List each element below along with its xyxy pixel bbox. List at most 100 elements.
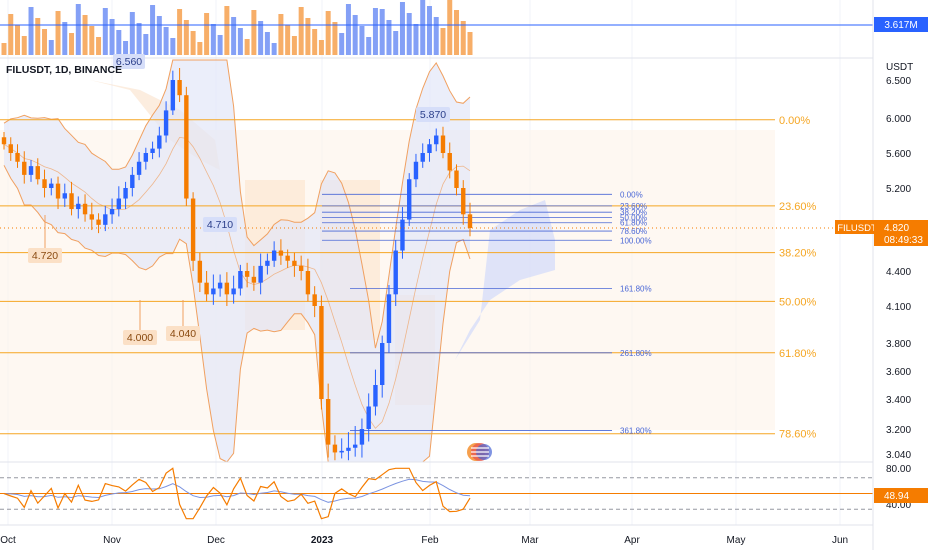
candle-50	[339, 438, 344, 459]
fib-main-label-1: 23.60%	[779, 201, 817, 213]
candle-39	[265, 253, 270, 275]
price-axis-ticks[interactable]: 6.500 6.000 5.600 5.200 4.400 4.100 3.800 3.600…	[886, 76, 911, 461]
volume-bar-21	[143, 34, 149, 55]
time-axis[interactable]: Oct Nov Dec 2023 Feb Mar Apr May Jun	[0, 535, 848, 546]
volume-bar-34	[231, 17, 237, 55]
annotation-high-2-text: 5.870	[420, 109, 446, 121]
symbol-title: FILUSDT, 1D, BINANCE	[6, 64, 122, 76]
candle-54	[366, 393, 371, 442]
candle-26	[177, 68, 182, 103]
flag-icon[interactable]	[467, 443, 492, 461]
candle-22	[150, 141, 155, 160]
candle-42	[285, 249, 290, 268]
candle-13	[89, 202, 94, 231]
rsi-pane	[0, 467, 873, 520]
volume-bar-37	[251, 10, 257, 55]
candle-58	[393, 240, 398, 306]
volume-bar-67	[453, 10, 459, 55]
volume-bar-52	[352, 15, 358, 55]
volume-bar-4	[28, 7, 34, 55]
volume-bar-26	[177, 9, 183, 55]
time-label-1: Nov	[103, 535, 121, 546]
annotation-mid-high-text: 4.710	[207, 219, 233, 231]
volume-bar-53	[359, 26, 365, 55]
current-price-text: 4.820	[884, 223, 909, 234]
bollinger-bands	[3, 59, 471, 463]
volume-bar-6	[42, 29, 48, 55]
price-tick-9: 3.200	[886, 425, 911, 436]
volume-bar-2	[15, 25, 21, 55]
candle-60	[407, 173, 412, 226]
candle-2	[15, 144, 20, 168]
annotation-low-2: 4.000	[123, 300, 157, 345]
candle-67	[454, 164, 459, 196]
volume-bar-12	[82, 15, 88, 55]
volume-bar-36	[244, 39, 250, 55]
candle-59	[400, 206, 405, 259]
volume-bar-45	[305, 18, 311, 55]
candle-62	[420, 143, 425, 168]
fib-retracement-small: 0.00% 23.60%38.20%50.00%61.80%78.60%100.0…	[322, 190, 652, 436]
volume-bar-48	[325, 11, 331, 55]
volume-bar-8	[55, 11, 61, 55]
rsi-tick-80: 80.00	[886, 464, 911, 475]
volume-bar-22	[150, 5, 156, 55]
volume-bar-29	[197, 42, 203, 55]
annotation-low-3-text: 4.040	[170, 328, 196, 340]
candle-33	[224, 272, 230, 306]
price-tick-2: 5.600	[886, 149, 911, 160]
candle-37	[251, 265, 257, 291]
candle-49	[332, 435, 338, 461]
volume-bar-42	[285, 25, 291, 55]
fib-small-label-4: 61.80%	[620, 219, 647, 228]
volume-bar-10	[69, 33, 75, 55]
candle-68	[461, 180, 466, 225]
symbol-badge-text: FILUSDT	[837, 223, 877, 234]
candle-23	[157, 126, 162, 158]
candle-53	[359, 418, 365, 458]
rsi-ma-line	[3, 478, 471, 503]
candle-6	[42, 169, 47, 198]
price-tick-4: 4.400	[886, 267, 911, 278]
band-upper	[3, 59, 471, 349]
time-label-6: Apr	[624, 535, 640, 546]
volume-bar-57	[386, 20, 392, 55]
fib-main-label-2: 38.20%	[779, 248, 817, 260]
candle-41	[278, 239, 284, 265]
price-tick-7: 3.600	[886, 367, 911, 378]
annotation-high-1-text: 6.560	[116, 56, 142, 68]
candle-29	[197, 252, 203, 292]
candle-66	[447, 142, 452, 179]
volume-bar-20	[136, 23, 142, 55]
candle-27	[184, 86, 189, 206]
fib-small-label-8: 261.80%	[620, 349, 652, 358]
volume-bar-50	[339, 33, 345, 55]
price-tick-5: 4.100	[886, 302, 911, 313]
candle-10	[69, 181, 74, 216]
volume-bar-30	[204, 13, 210, 55]
volume-bar-16	[109, 19, 115, 55]
candle-5	[35, 158, 40, 185]
time-label-2: Dec	[207, 535, 225, 546]
volume-bar-51	[345, 4, 351, 55]
candle-64	[434, 128, 439, 152]
volume-bar-23	[156, 16, 162, 55]
annotation-low-3: 4.040	[166, 300, 200, 341]
fib-small-label-5: 78.60%	[620, 227, 647, 236]
candle-31	[211, 274, 216, 305]
candle-43	[292, 252, 297, 277]
candle-38	[258, 253, 263, 295]
price-axis-bg	[873, 0, 932, 550]
candle-34	[231, 275, 236, 304]
price-tick-10: 3.040	[886, 450, 911, 461]
candle-16	[109, 198, 115, 224]
time-label-4: Feb	[421, 535, 439, 546]
time-label-8: Jun	[832, 535, 848, 546]
annotation-low-1: 4.720	[28, 215, 62, 263]
price-tick-3: 5.200	[886, 184, 911, 195]
currency-label: USDT	[886, 62, 913, 73]
price-tick-6: 3.800	[886, 339, 911, 350]
candle-46	[312, 286, 317, 318]
candle-65	[440, 126, 446, 159]
